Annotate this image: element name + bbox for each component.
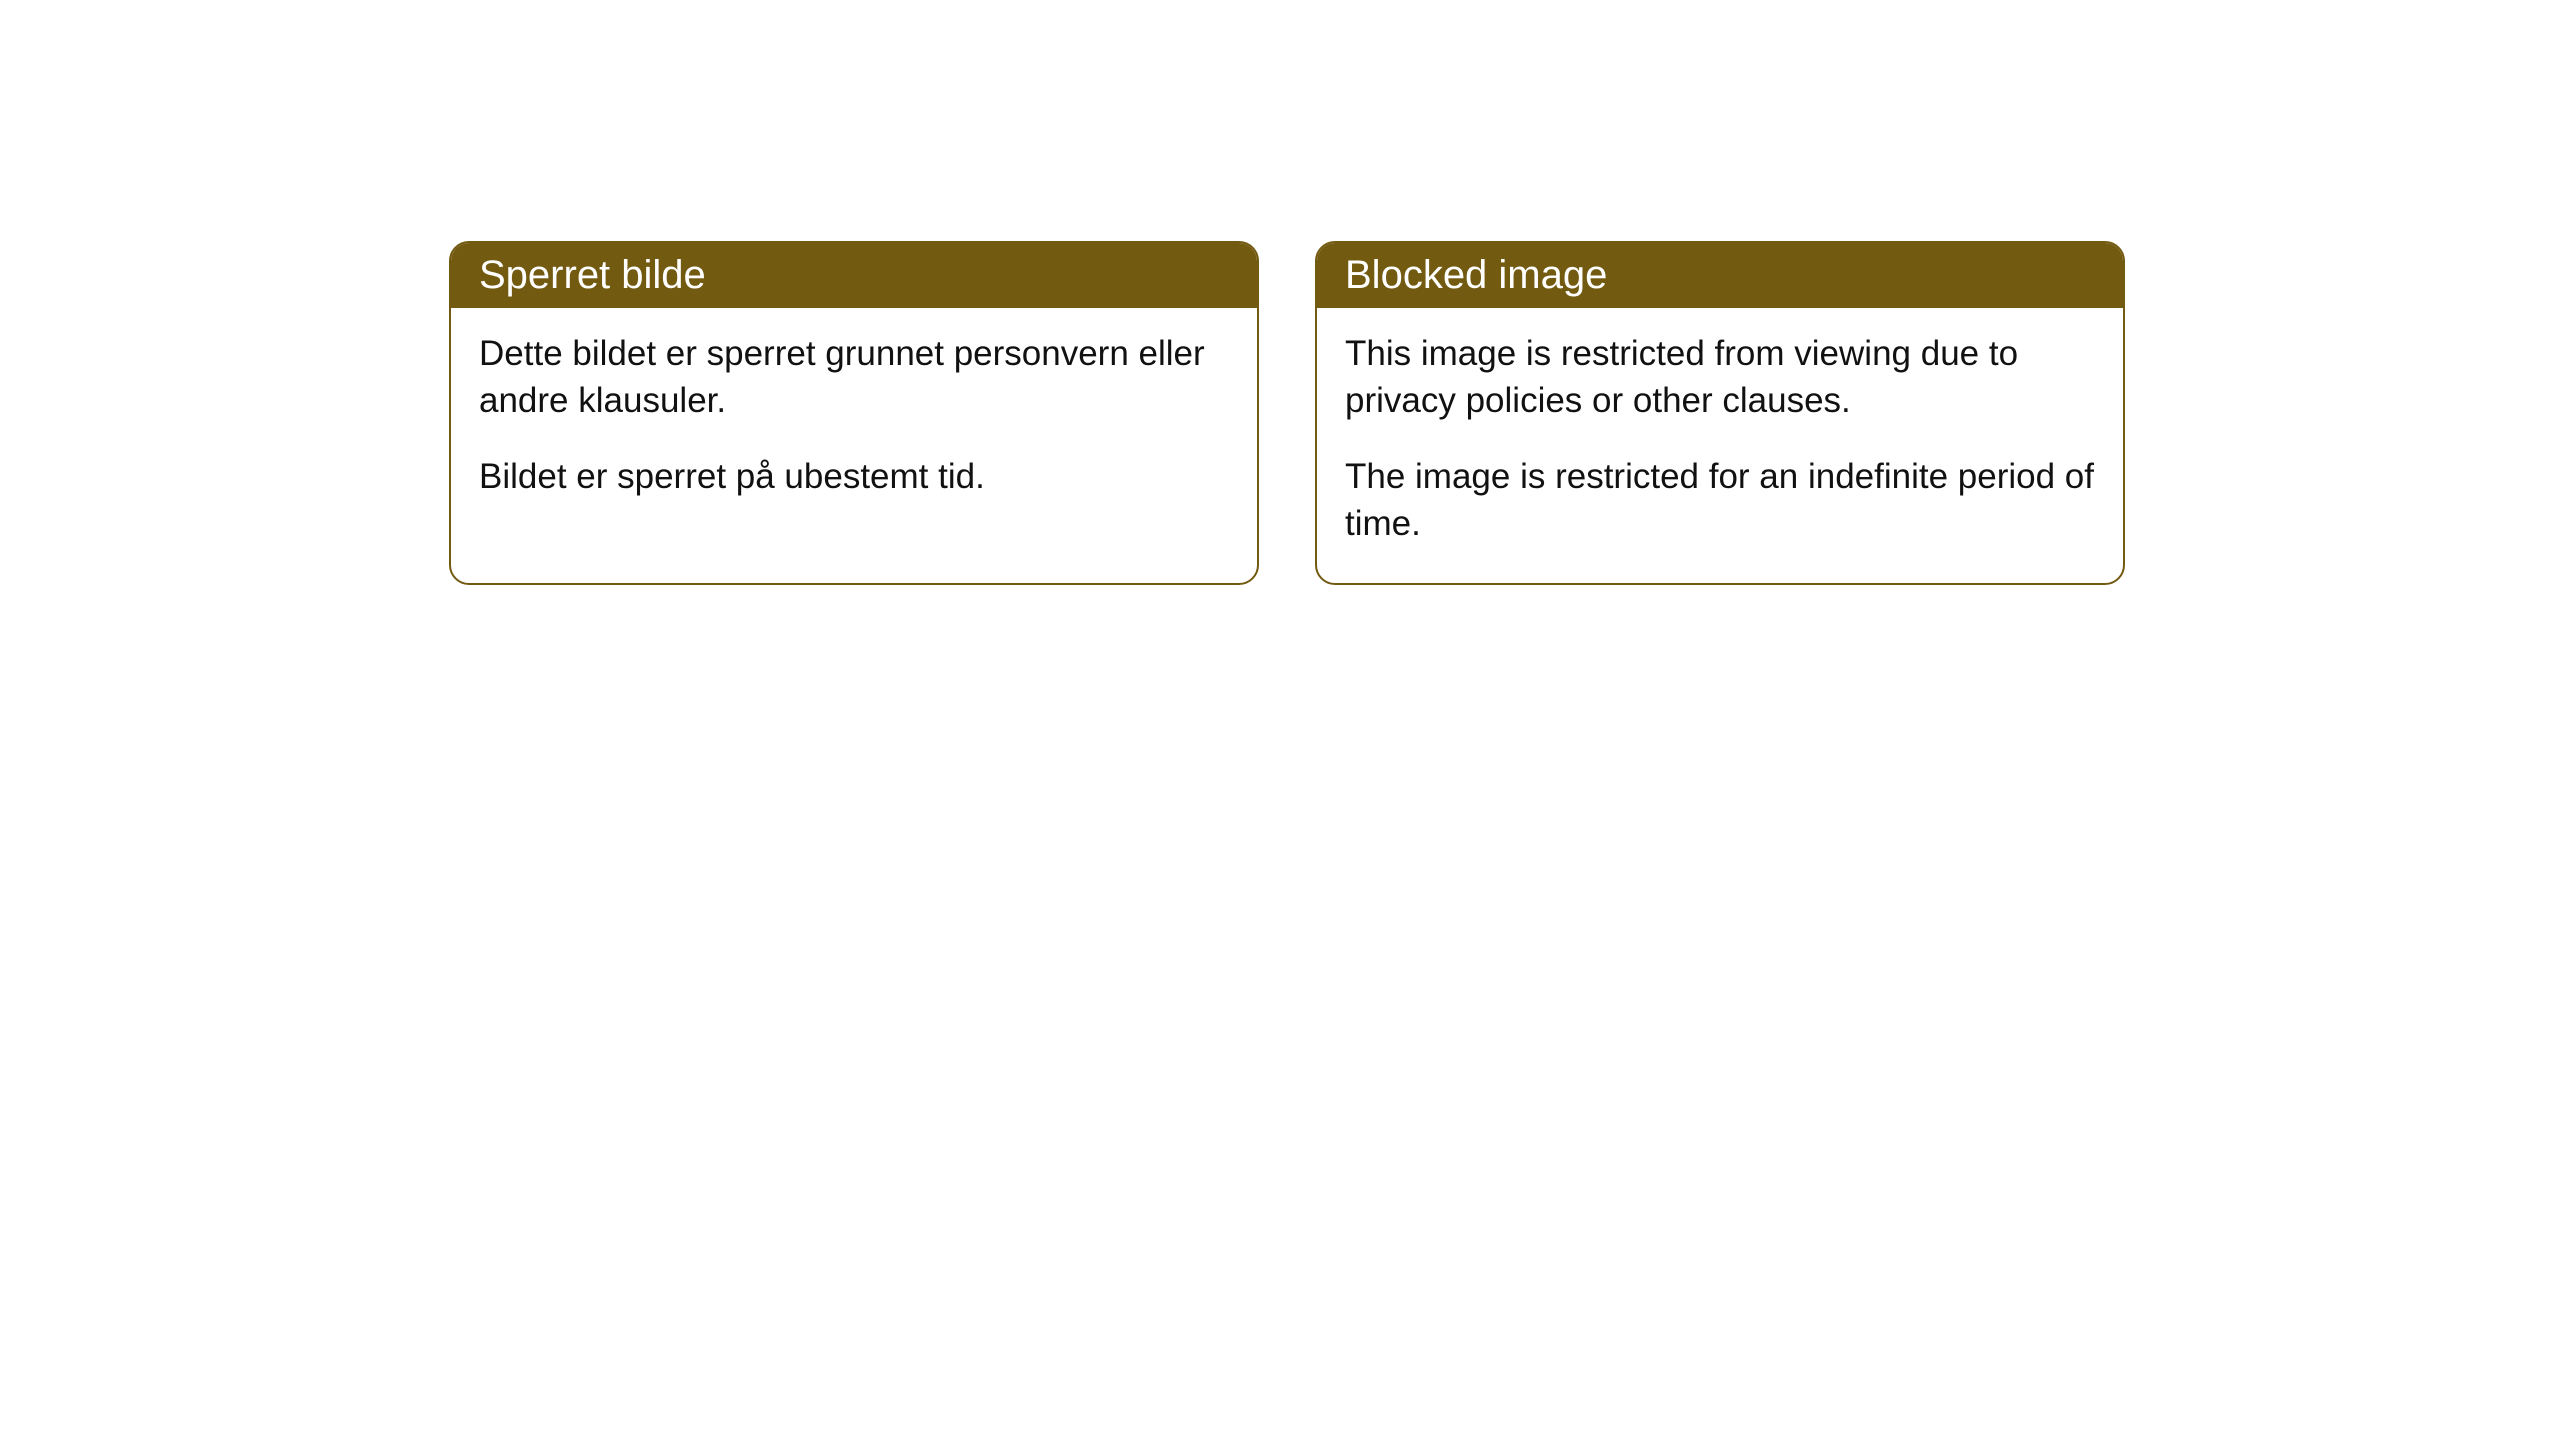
card-header: Sperret bilde <box>451 243 1257 308</box>
card-paragraph: The image is restricted for an indefinit… <box>1345 453 2095 548</box>
card-title: Sperret bilde <box>479 253 706 297</box>
card-paragraph: Dette bildet er sperret grunnet personve… <box>479 330 1229 425</box>
card-title: Blocked image <box>1345 253 1607 297</box>
notice-card-english: Blocked image This image is restricted f… <box>1315 241 2125 585</box>
card-paragraph: This image is restricted from viewing du… <box>1345 330 2095 425</box>
notice-cards-container: Sperret bilde Dette bildet er sperret gr… <box>449 241 2125 585</box>
notice-card-norwegian: Sperret bilde Dette bildet er sperret gr… <box>449 241 1259 585</box>
card-paragraph: Bildet er sperret på ubestemt tid. <box>479 453 1229 500</box>
card-body: This image is restricted from viewing du… <box>1317 308 2123 583</box>
card-header: Blocked image <box>1317 243 2123 308</box>
card-body: Dette bildet er sperret grunnet personve… <box>451 308 1257 536</box>
